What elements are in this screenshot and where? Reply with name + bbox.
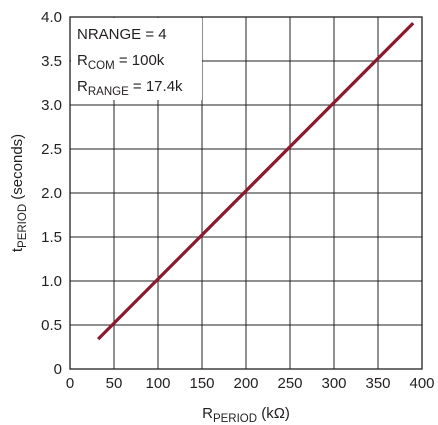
y-tick-label: 0.5 (41, 317, 62, 334)
y-axis-label: tPERIOD (seconds) (9, 134, 29, 252)
annotation-line-rrange: RRANGE = 17.4k (77, 78, 183, 98)
x-tick-label: 350 (365, 375, 390, 392)
x-tick-label: 150 (189, 375, 214, 392)
y-tick-label: 3.5 (41, 53, 62, 70)
y-tick-label: 2.0 (41, 185, 62, 202)
y-tick-label: 0 (54, 361, 62, 378)
annotation-line-nrange: NRANGE = 4 (77, 26, 167, 43)
x-tick-label: 50 (106, 375, 123, 392)
series-line (97, 22, 415, 341)
x-tick-label: 100 (145, 375, 170, 392)
x-tick-label: 400 (409, 375, 434, 392)
x-tick-label: 0 (66, 375, 74, 392)
plot-frame (69, 16, 423, 370)
annotation-box: NRANGE = 4 RCOM = 100k RRANGE = 17.4k (71, 18, 202, 100)
y-tick-labels: 0 0.5 1.0 1.5 2.0 2.5 3.0 3.5 4.0 (41, 9, 62, 378)
y-tick-label: 4.0 (41, 9, 62, 26)
annotation-background (71, 18, 202, 100)
y-tick-label: 1.0 (41, 273, 62, 290)
y-tick-label: 3.0 (41, 97, 62, 114)
x-axis-label: RPERIOD (kΩ) (202, 405, 290, 425)
y-tick-label: 2.5 (41, 141, 62, 158)
x-tick-labels: 0 50 100 150 200 250 300 350 400 (66, 375, 435, 392)
x-tick-label: 250 (277, 375, 302, 392)
y-tick-label: 1.5 (41, 229, 62, 246)
series-layer (97, 22, 415, 341)
annotation-line-rcom: RCOM = 100k (77, 52, 165, 72)
x-tick-label: 200 (233, 375, 258, 392)
x-tick-label: 300 (321, 375, 346, 392)
